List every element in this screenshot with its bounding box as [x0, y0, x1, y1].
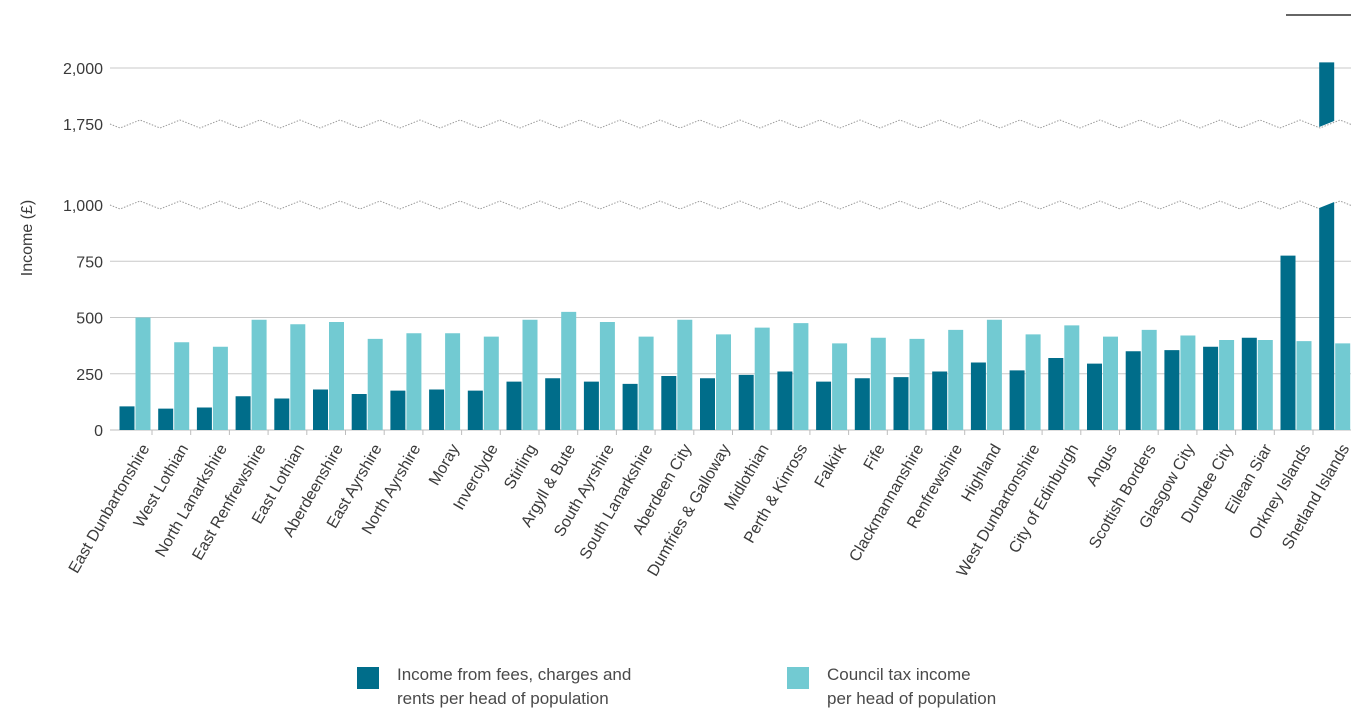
bar — [174, 342, 190, 430]
bar-lower-segment — [1319, 202, 1335, 430]
bar — [429, 389, 445, 430]
y-axis-title: Income (£) — [19, 200, 36, 276]
bar — [716, 334, 731, 430]
category-label: Fife — [861, 441, 889, 473]
bar — [1103, 336, 1118, 430]
y-tick-label: 1,750 — [63, 117, 103, 134]
bar — [986, 319, 1002, 430]
bar — [1025, 334, 1041, 430]
y-tick-label: 1,000 — [63, 198, 103, 215]
bar — [870, 337, 886, 430]
bar — [1296, 341, 1312, 430]
bar — [119, 406, 135, 430]
legend-swatch-fees — [357, 667, 379, 689]
bar — [1203, 346, 1219, 430]
bar — [483, 336, 499, 430]
bar — [1164, 350, 1180, 430]
bar — [522, 319, 538, 430]
bar — [738, 374, 754, 430]
category-label: Moray — [426, 442, 463, 489]
category-label: City of Edinburgh — [1006, 442, 1082, 557]
bar — [1064, 325, 1080, 430]
bar — [235, 396, 251, 430]
bar — [329, 322, 344, 430]
bar — [893, 377, 909, 430]
legend-item-council-tax: Council tax income per head of populatio… — [787, 663, 996, 711]
bar — [1219, 340, 1235, 430]
bar — [700, 378, 715, 430]
bar — [506, 381, 522, 430]
bar-chart: 0 250 500 750 1,000 1,750 2,000 East Dunbarton… — [19, 14, 1351, 580]
bar — [390, 390, 406, 430]
bar — [545, 378, 561, 430]
y-tick-label: 750 — [76, 254, 103, 271]
axis-break-line — [109, 200, 1351, 210]
bar — [212, 346, 228, 430]
axis-break-lines — [109, 119, 1351, 210]
bar — [561, 311, 577, 430]
bars — [119, 62, 1351, 430]
bar — [1335, 343, 1351, 430]
legend-swatch-council-tax — [787, 667, 809, 689]
bar — [1009, 370, 1025, 430]
category-label: Angus — [1084, 442, 1121, 490]
category-label: Stirling — [501, 442, 540, 493]
bar — [754, 327, 770, 430]
y-tick-label: 0 — [94, 423, 103, 440]
bar — [677, 319, 693, 430]
bar — [909, 338, 925, 430]
category-label: Falkirk — [812, 441, 851, 491]
bar — [1048, 358, 1064, 430]
bar — [313, 389, 328, 430]
bar — [932, 371, 948, 430]
bar — [583, 381, 599, 430]
bar — [793, 323, 809, 430]
bar — [274, 398, 290, 430]
bar — [970, 362, 986, 430]
bar — [854, 378, 870, 430]
bar — [290, 324, 306, 430]
bar — [367, 338, 383, 430]
bar — [406, 333, 422, 430]
bar — [1087, 363, 1102, 430]
bar — [622, 383, 638, 430]
y-tick-label: 250 — [76, 367, 103, 384]
category-label: North Lanarkshire — [153, 441, 231, 560]
bar — [1257, 340, 1273, 430]
bar — [351, 394, 367, 430]
bar — [661, 376, 677, 430]
bar — [599, 322, 615, 430]
y-tick-label: 500 — [76, 311, 103, 328]
bar — [1125, 351, 1141, 430]
bar — [638, 336, 654, 430]
bar — [445, 333, 461, 430]
y-tick-labels: 0 250 500 750 1,000 1,750 2,000 — [63, 61, 103, 440]
legend-label-council-tax: Council tax income per head of populatio… — [827, 665, 997, 708]
bar — [467, 390, 483, 430]
bar — [135, 317, 151, 430]
bar — [948, 329, 964, 430]
bar — [196, 407, 212, 430]
bar — [251, 319, 267, 430]
bar — [832, 343, 848, 430]
legend-item-fees: Income from fees, charges and rents per … — [357, 663, 631, 711]
y-tick-label: 2,000 — [63, 61, 103, 78]
legend-label-fees: Income from fees, charges and rents per … — [397, 665, 632, 708]
axis-break-line — [109, 119, 1351, 129]
bar — [1280, 255, 1296, 430]
bar — [1141, 329, 1157, 430]
bar — [1241, 337, 1257, 430]
bar — [1180, 335, 1196, 430]
bar — [158, 408, 174, 430]
bar — [777, 371, 793, 430]
bar-upper-segment — [1319, 62, 1335, 127]
legend: Income from fees, charges and rents per … — [357, 663, 1117, 713]
bar — [816, 381, 832, 430]
